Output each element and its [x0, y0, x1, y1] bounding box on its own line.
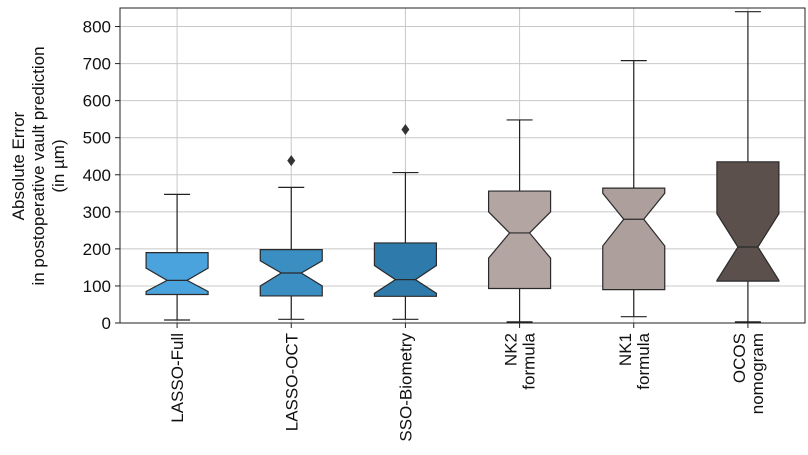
y-tick-label: 200	[83, 240, 111, 259]
x-tick-label-line: SSO-Biometry	[396, 333, 415, 442]
x-tick-label-line: NK2	[502, 333, 521, 366]
x-tick-label-line: LASSO-OCT	[282, 333, 301, 431]
boxes	[145, 11, 780, 323]
x-tick-label-line: formula	[520, 332, 539, 389]
y-tick-label: 800	[83, 18, 111, 37]
x-tick-label-line: NK1	[616, 333, 635, 366]
x-tick-label: LASSO-Full	[168, 333, 187, 423]
y-tick-label: 300	[83, 203, 111, 222]
y-tick-label: 100	[83, 277, 111, 296]
outlier-marker	[287, 155, 296, 167]
y-tick-labels: 0 100 200 300 400 500 600 700 800	[83, 18, 111, 333]
notched-box	[487, 190, 552, 290]
x-tick-labels: LASSO-Full LASSO-OCT SSO-Biometry NK2 formul…	[168, 332, 767, 441]
y-axis-label: Absolute Error in postoperative vault pre…	[9, 46, 68, 285]
y-tick-label: 500	[83, 129, 111, 148]
notched-box	[716, 161, 780, 282]
y-tick-label: 0	[102, 314, 111, 333]
y-axis-label-line: in postoperative vault prediction	[29, 46, 48, 285]
x-tick-label: SSO-Biometry	[396, 333, 415, 442]
outlier-marker	[401, 124, 410, 136]
y-axis-label-group: Absolute Error in postoperative vault pre…	[9, 46, 68, 285]
axes	[115, 7, 806, 328]
y-axis-label-line: Absolute Error	[9, 111, 28, 220]
x-tick-label: LASSO-OCT	[282, 333, 301, 431]
x-tick-label-line: OCOS	[730, 333, 749, 383]
y-tick-label: 700	[83, 55, 111, 74]
y-axis-label-line: (in µm)	[49, 139, 68, 192]
notched-box	[145, 251, 209, 296]
x-tick-label-line: nomogram	[748, 333, 767, 414]
notched-box	[602, 187, 666, 291]
notched-box	[373, 242, 438, 297]
y-tick-label: 600	[83, 92, 111, 111]
y-tick-label: 400	[83, 166, 111, 185]
x-tick-label: NK1 formula	[616, 332, 653, 389]
x-tick-label: NK2 formula	[502, 332, 539, 389]
plot-frame	[119, 7, 806, 324]
x-tick-label-line: formula	[634, 332, 653, 389]
x-tick-label-line: LASSO-Full	[168, 333, 187, 423]
grid-lines	[120, 8, 805, 324]
x-tick-label: OCOS nomogram	[730, 333, 767, 414]
